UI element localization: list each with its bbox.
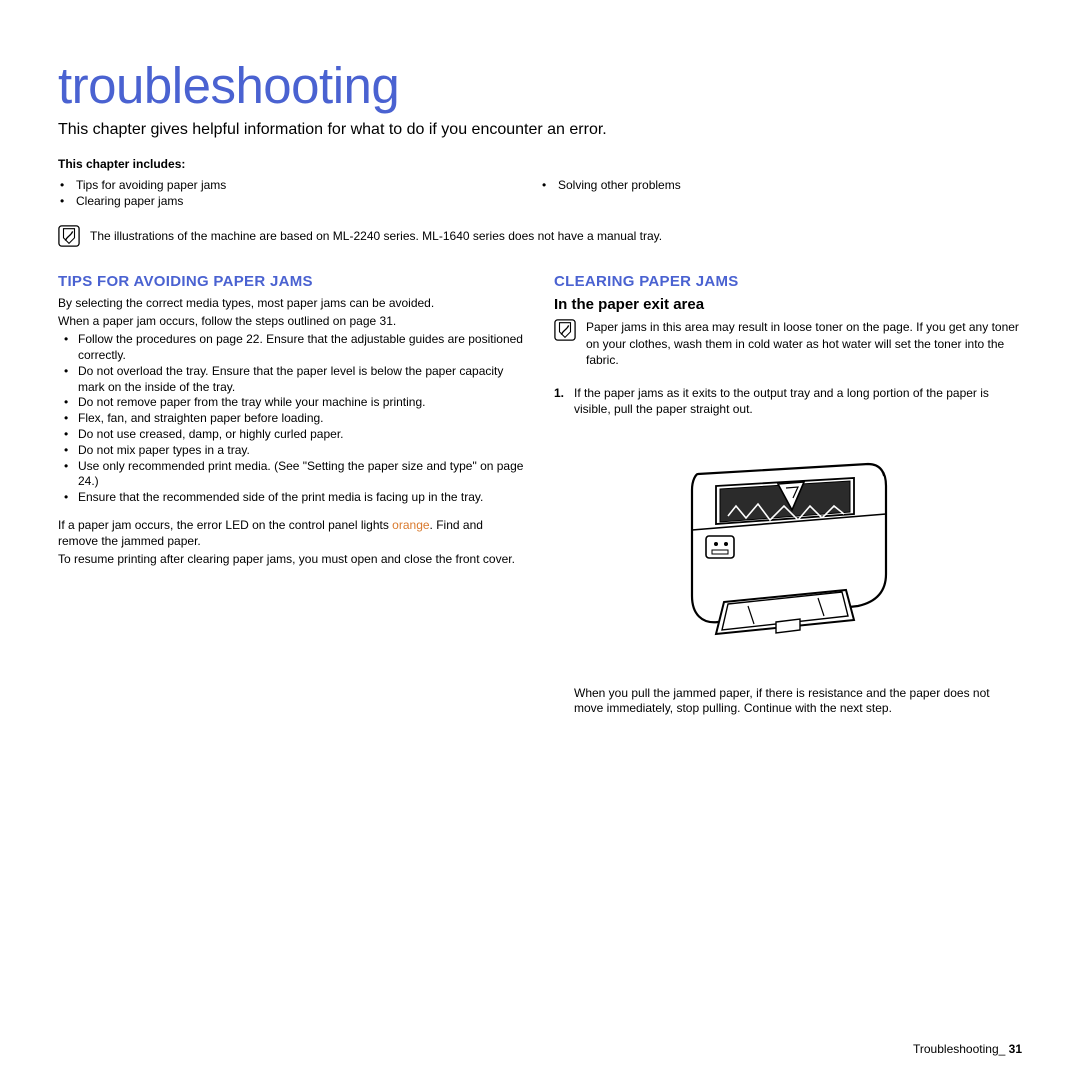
includes-item: Tips for avoiding paper jams: [76, 177, 540, 193]
page-title: troubleshooting: [58, 56, 1022, 115]
tips-after2: To resume printing after clearing paper …: [58, 552, 526, 568]
note-icon: [58, 225, 80, 247]
includes-label: This chapter includes:: [58, 157, 1022, 171]
includes-item: Clearing paper jams: [76, 193, 540, 209]
tips-item: Do not remove paper from the tray while …: [78, 395, 526, 411]
right-column: CLEARING PAPER JAMS In the paper exit ar…: [554, 273, 1022, 717]
tips-lead2: When a paper jam occurs, follow the step…: [58, 314, 526, 330]
sub-heading-exit-area: In the paper exit area: [554, 296, 1022, 313]
tips-item: Ensure that the recommended side of the …: [78, 490, 526, 506]
footer-label: Troubleshooting_: [913, 1042, 1005, 1056]
tips-item: Use only recommended print media. (See "…: [78, 459, 526, 491]
top-note: The illustrations of the machine are bas…: [58, 225, 1022, 247]
tips-item: Follow the procedures on page 22. Ensure…: [78, 332, 526, 364]
printer-illustration: [554, 434, 1022, 664]
includes-col-left: Tips for avoiding paper jams Clearing pa…: [58, 177, 540, 209]
tips-item: Do not use creased, damp, or highly curl…: [78, 427, 526, 443]
includes-item: Solving other problems: [558, 177, 1022, 193]
left-column: TIPS FOR AVOIDING PAPER JAMS By selectin…: [58, 273, 526, 717]
section-heading-tips: TIPS FOR AVOIDING PAPER JAMS: [58, 273, 526, 290]
tips-lead1: By selecting the correct media types, mo…: [58, 296, 526, 312]
tips-item: Flex, fan, and straighten paper before l…: [78, 411, 526, 427]
footer-page-number: 31: [1009, 1042, 1022, 1056]
chapter-includes: Tips for avoiding paper jams Clearing pa…: [58, 177, 1022, 209]
includes-col-right: Solving other problems: [540, 177, 1022, 209]
clearing-steps: 1. If the paper jams as it exits to the …: [554, 386, 1022, 418]
note-icon: [554, 319, 576, 341]
main-columns: TIPS FOR AVOIDING PAPER JAMS By selectin…: [58, 273, 1022, 717]
page-footer: Troubleshooting_ 31: [913, 1042, 1022, 1056]
section-heading-clearing: CLEARING PAPER JAMS: [554, 273, 1022, 290]
tips-list: Follow the procedures on page 22. Ensure…: [58, 332, 526, 506]
printer-icon: [658, 434, 918, 664]
tips-item: Do not overload the tray. Ensure that th…: [78, 364, 526, 396]
chapter-intro: This chapter gives helpful information f…: [58, 121, 1022, 139]
tips-item: Do not mix paper types in a tray.: [78, 443, 526, 459]
orange-text: orange: [392, 518, 429, 532]
clearing-note: Paper jams in this area may result in lo…: [554, 319, 1022, 368]
tips-after1: If a paper jam occurs, the error LED on …: [58, 518, 526, 550]
clearing-note-text: Paper jams in this area may result in lo…: [586, 319, 1022, 368]
clearing-step-1: 1. If the paper jams as it exits to the …: [574, 386, 1022, 418]
step-number: 1.: [554, 386, 564, 402]
top-note-text: The illustrations of the machine are bas…: [90, 225, 662, 244]
step1-after-text: When you pull the jammed paper, if there…: [554, 686, 1022, 718]
